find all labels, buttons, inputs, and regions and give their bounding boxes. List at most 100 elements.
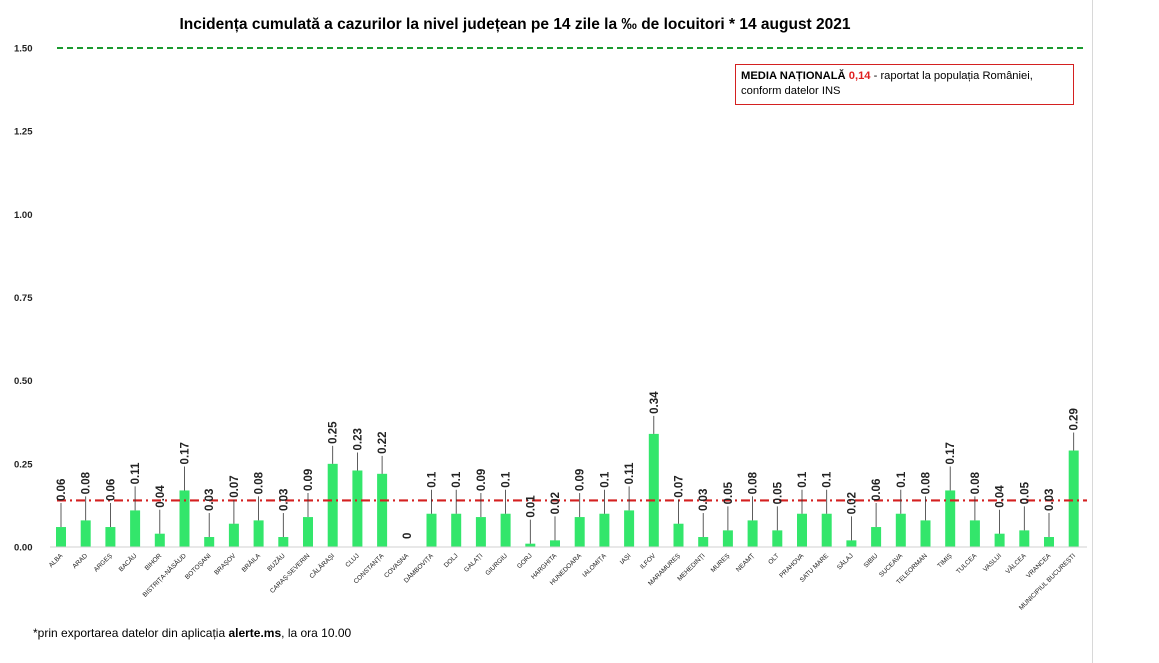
data-label: 0.09: [476, 469, 488, 491]
data-label: 0.11: [624, 462, 636, 484]
x-tick-label: IAȘI: [619, 552, 633, 566]
data-label: 0.04: [995, 485, 1007, 508]
bar: [105, 527, 116, 547]
y-tick-label: 0.50: [14, 376, 33, 387]
x-tick-label: GALAȚI: [463, 552, 484, 573]
bar: [747, 520, 758, 547]
legend-text: - raportat la populația României, confor…: [741, 70, 1033, 97]
data-label: 0.05: [772, 481, 784, 504]
footnote-app: alerte.ms: [228, 626, 282, 640]
data-label: 0.17: [180, 442, 192, 464]
data-label: 0.03: [698, 489, 710, 511]
bar: [377, 473, 388, 547]
data-label: 0.09: [575, 469, 587, 491]
bar: [821, 513, 832, 547]
data-label: 0.07: [674, 475, 686, 497]
legend-label: MEDIA NAȚIONALĂ: [741, 70, 846, 82]
data-label: 0.01: [525, 495, 537, 518]
x-tick-label: VÂLCEA: [1003, 551, 1028, 576]
data-label: 0.1: [451, 471, 463, 488]
data-label: 0.1: [427, 471, 439, 488]
data-label: 0.05: [723, 481, 735, 504]
data-label: 0.08: [748, 471, 760, 494]
data-label: 0.34: [649, 391, 661, 414]
x-tick-label: TULCEA: [955, 552, 979, 576]
data-label: 0.11: [130, 462, 142, 484]
data-label: 0.03: [204, 489, 216, 511]
bar: [871, 527, 882, 547]
y-tick-label: 1.25: [14, 127, 33, 138]
bar: [797, 513, 807, 547]
x-tick-label: ALBA: [48, 552, 65, 569]
bar: [920, 520, 931, 547]
footnote-prefix: *prin exportarea datelor din aplicația: [33, 626, 229, 640]
bar: [451, 513, 462, 547]
data-label: 0.1: [599, 471, 611, 488]
data-label: 0.1: [797, 471, 809, 488]
x-tick-label: MUREȘ: [710, 552, 732, 574]
bar: [772, 530, 783, 547]
bar: [574, 517, 585, 547]
data-label: 0.02: [550, 492, 562, 514]
data-label: 0.06: [56, 479, 68, 501]
bars-group: [56, 433, 1079, 547]
x-tick-label: CĂLĂRAȘI: [307, 551, 336, 580]
y-tick-label: 1.00: [14, 210, 33, 221]
bar: [179, 490, 190, 547]
data-label: 0.22: [377, 431, 389, 453]
data-label: 0.08: [81, 471, 93, 494]
bar: [525, 543, 536, 547]
x-tick-label: BACĂU: [116, 551, 138, 573]
data-label: 0.09: [303, 469, 315, 491]
data-label: 0.1: [896, 471, 908, 488]
x-tick-label: BISTRIȚA-NĂSĂUD: [140, 551, 188, 599]
bar: [1068, 450, 1079, 547]
bar: [648, 433, 659, 547]
x-tick-label: SIBIU: [863, 552, 880, 569]
bar: [846, 540, 857, 547]
bar: [1019, 530, 1030, 547]
bar: [228, 523, 239, 547]
page-edge-divider: [1092, 0, 1093, 663]
bar: [352, 470, 363, 547]
x-tick-label: TIMIȘ: [936, 552, 954, 570]
chart-title: Incidența cumulată a cazurilor la nivel …: [179, 16, 851, 33]
bar: [204, 537, 215, 547]
data-label: 0.07: [229, 475, 241, 497]
x-tick-label: BRĂILA: [239, 551, 262, 574]
bar: [722, 530, 733, 547]
bar: [895, 513, 906, 547]
x-tick-label: ARGEȘ: [93, 552, 115, 574]
bar: [994, 533, 1005, 547]
bar: [1044, 537, 1054, 547]
footnote-suffix: , la ora 10.00: [281, 626, 352, 640]
data-label: 0.1: [822, 471, 834, 488]
bar: [130, 510, 141, 547]
bar: [327, 463, 338, 547]
data-label: 0.06: [105, 479, 117, 501]
data-label: 0.08: [254, 471, 266, 494]
data-label: 0.05: [1019, 481, 1031, 504]
x-tick-label: VASLUI: [982, 552, 1003, 573]
data-label: 0.08: [970, 471, 982, 494]
data-label: 0.03: [278, 489, 290, 511]
x-tick-label: BRAȘOV: [213, 552, 238, 577]
y-tick-label: 0.00: [14, 543, 33, 554]
y-tick-label: 1.50: [14, 44, 33, 55]
data-label: 0.17: [945, 442, 957, 464]
data-label: 0.03: [1044, 489, 1056, 511]
data-label: 0.23: [352, 428, 364, 450]
data-label: 0.06: [871, 479, 883, 501]
data-label: 0.29: [1069, 408, 1081, 430]
bar: [500, 513, 511, 547]
bar: [154, 533, 165, 547]
x-tick-label: BUZĂU: [265, 551, 287, 573]
x-tick-label: SĂLAJ: [834, 551, 854, 571]
bar: [945, 490, 956, 547]
bar: [550, 540, 560, 547]
data-label: 0.04: [155, 485, 167, 508]
data-label: 0.1: [501, 471, 513, 488]
bar: [56, 527, 66, 547]
data-labels: 0.06 0.08 0.06 0.11 0.04 0.17 0.03 0.07 0.08 0.03…: [56, 391, 1081, 544]
